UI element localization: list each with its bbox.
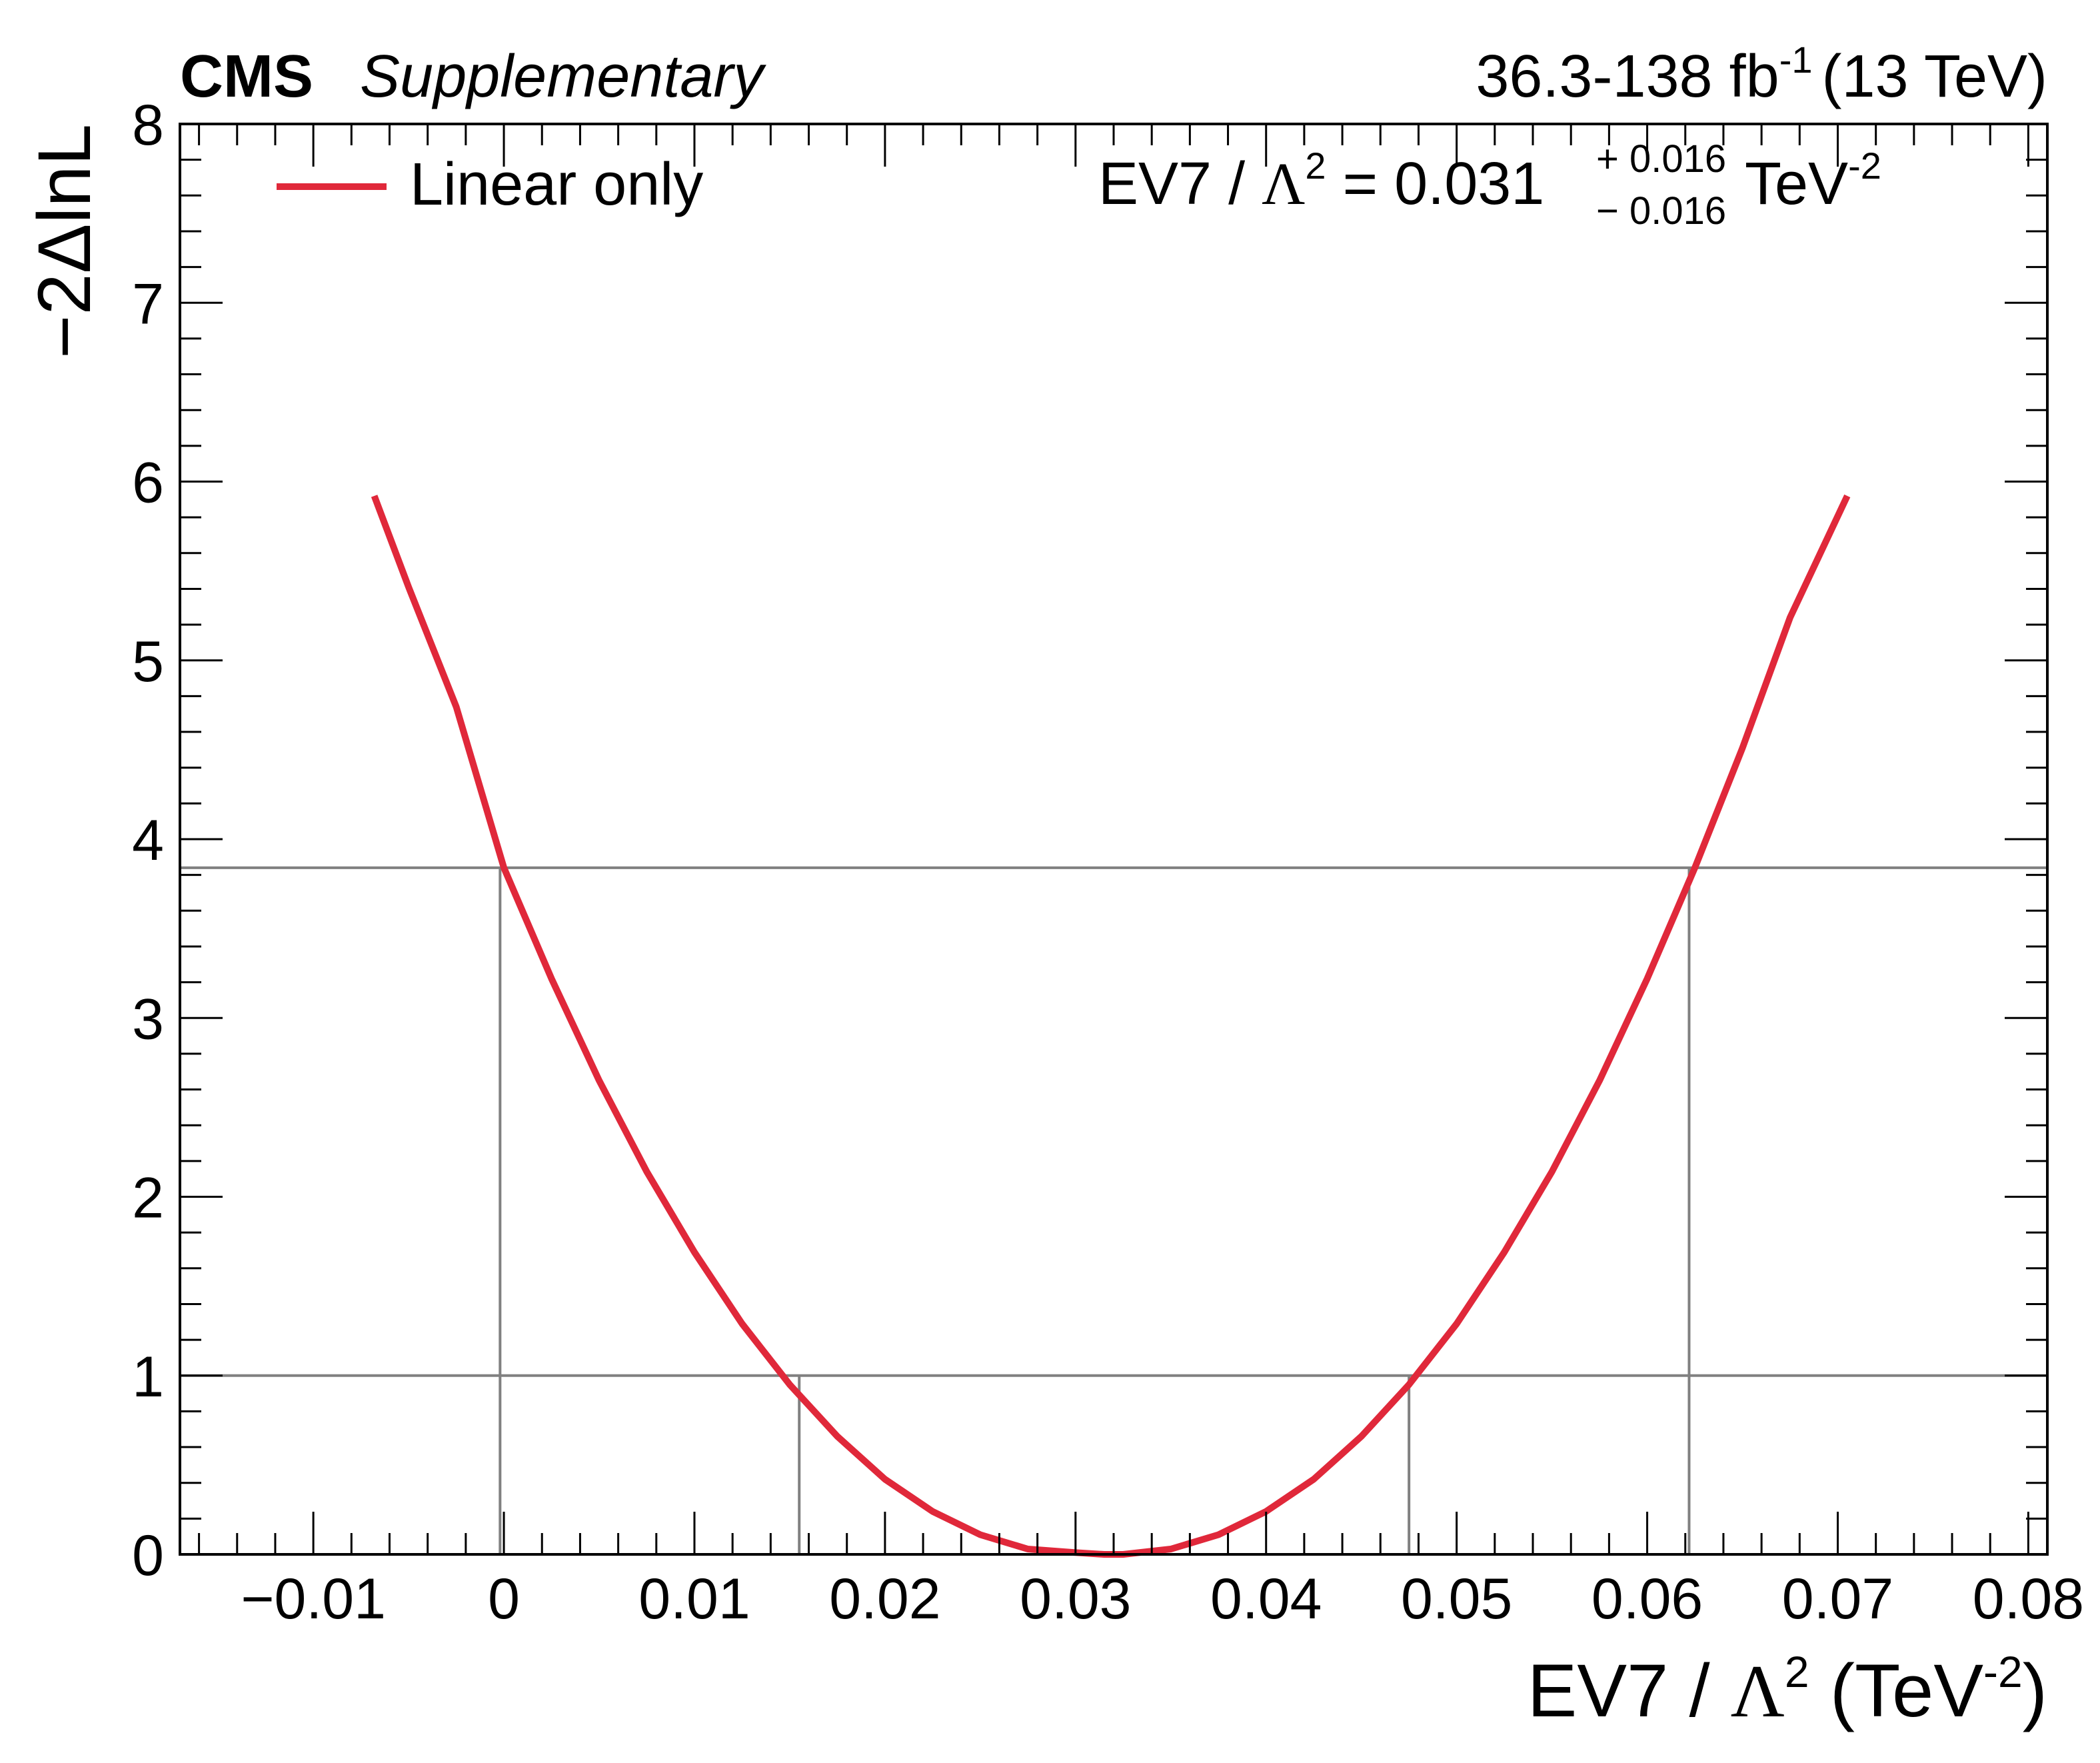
reference-lines	[180, 866, 2047, 1554]
x-tick-label: 0	[488, 1567, 520, 1631]
y-axis: 0 1 2 3 4 5 6 7 8	[132, 93, 2047, 1588]
x-axis: −0.01 0 0.01 0.02 0.03 0.04 0.05 0.06 0.07 0.08	[198, 124, 2084, 1631]
lumi-value: 36.3-138 fb	[1476, 43, 1779, 110]
x-tick-label: 0.03	[1020, 1567, 1131, 1631]
x-tick-label: 0.07	[1782, 1567, 1893, 1631]
supplementary-label: Supplementary	[360, 43, 766, 110]
legend-entry-linear-only: Linear only	[410, 151, 703, 218]
y-tick-label: 8	[132, 93, 164, 157]
lumi-energy-label: 36.3-138 fb-1 (13 TeV)	[1476, 39, 2047, 110]
fit-result-upper-error: + 0.016	[1596, 137, 1726, 181]
y-tick-label: 1	[132, 1345, 164, 1409]
y-tick-label: 6	[132, 451, 164, 515]
x-tick-label: 0.08	[1973, 1567, 2084, 1631]
x-axis-title: EV7 / Λ2 (TeV-2)	[1528, 1647, 2047, 1733]
y-tick-label: 2	[132, 1166, 164, 1230]
y-tick-label: 5	[132, 630, 164, 694]
y-axis-title: −2ΔlnL	[23, 124, 106, 359]
energy-label: (13 TeV)	[1821, 43, 2047, 110]
cms-label: CMS	[180, 43, 313, 110]
lumi-exponent: -1	[1779, 39, 1813, 81]
fit-result-lower-error: − 0.016	[1596, 189, 1726, 233]
y-tick-label: 7	[132, 272, 164, 336]
svg-text:TeV-2: TeV-2	[1745, 145, 1881, 217]
y-tick-label: 4	[132, 809, 164, 873]
x-tick-label: 0.05	[1401, 1567, 1512, 1631]
y-tick-label: 0	[132, 1524, 164, 1588]
x-tick-label: 0.02	[829, 1567, 940, 1631]
x-tick-label: −0.01	[241, 1567, 386, 1631]
svg-text:EV7 / Λ2 = 0.031: EV7 / Λ2 = 0.031	[1098, 145, 1544, 217]
x-tick-label: 0.06	[1591, 1567, 1703, 1631]
x-tick-label: 0.01	[638, 1567, 750, 1631]
x-tick-label: 0.04	[1210, 1567, 1322, 1631]
y-tick-label: 3	[132, 987, 164, 1051]
fit-result-label: EV7 / Λ2 = 0.031 + 0.016 − 0.016 TeV-2	[1098, 137, 1881, 233]
